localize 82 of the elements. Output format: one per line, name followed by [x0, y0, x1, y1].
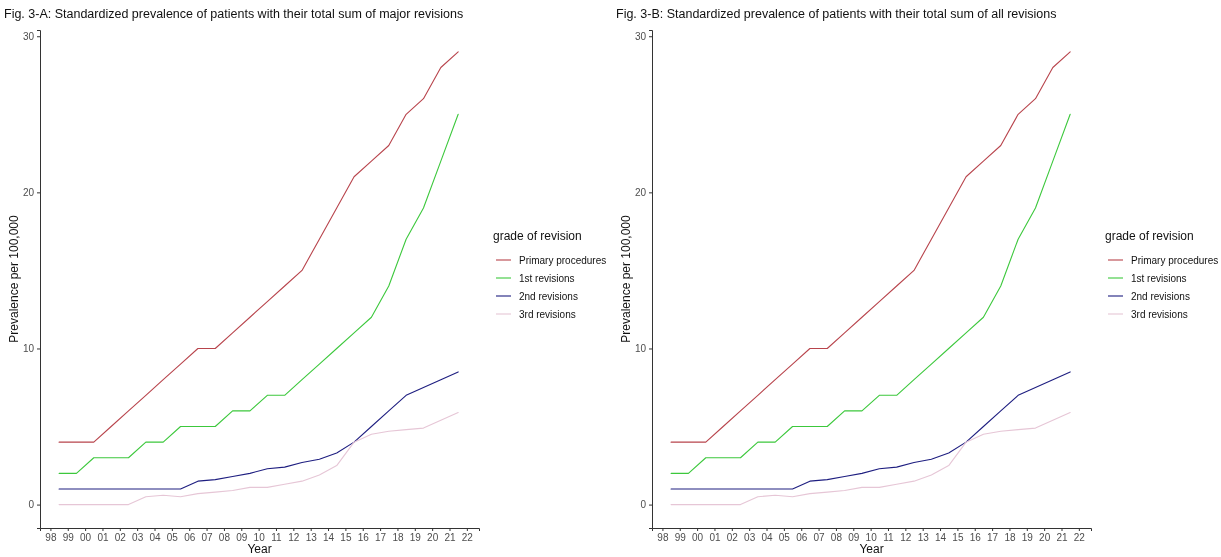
line-series	[670, 371, 1071, 490]
x-tick-label: 20	[427, 532, 439, 544]
x-tick-label: 98	[45, 532, 57, 544]
x-tick-label: 98	[657, 532, 669, 544]
y-tick-label: 10	[22, 343, 35, 355]
x-tick-label: 10	[865, 532, 878, 544]
x-tick-label: 21	[444, 532, 456, 544]
legend-label: Primary procedures	[519, 254, 607, 266]
x-tick-label: 99	[674, 532, 687, 544]
chart-title: Fig. 3-B: Standardized prevalence of patients with their total sum of all revisions	[616, 7, 1057, 21]
legend-title: grade of revision	[493, 229, 582, 243]
legend-label: 2nd revisions	[1131, 290, 1190, 302]
x-tick-label: 13	[305, 532, 318, 544]
y-tick-label: 0	[28, 499, 35, 511]
line-series	[58, 113, 459, 474]
x-tick-label: 18	[392, 532, 404, 544]
x-tick-label: 03	[132, 532, 144, 544]
x-tick-label: 13	[917, 532, 930, 544]
x-tick-label: 16	[357, 532, 370, 544]
line-series	[670, 51, 1071, 443]
y-tick-label: 0	[640, 499, 647, 511]
x-tick-label: 01	[709, 532, 721, 544]
x-tick-label: 06	[796, 532, 808, 544]
x-tick-label: 17	[375, 532, 387, 544]
y-tick-label: 20	[22, 187, 35, 199]
x-tick-label: 99	[62, 532, 75, 544]
y-tick-label: 10	[634, 343, 647, 355]
chart-title: Fig. 3-A: Standardized prevalence of patients with their total sum of major revisions	[4, 7, 464, 21]
x-tick-label: 14	[934, 532, 947, 544]
legend-label: 1st revisions	[1131, 272, 1187, 284]
x-tick-label: 22	[1073, 532, 1086, 544]
x-tick-label: 16	[969, 532, 982, 544]
x-tick-label: 09	[848, 532, 860, 544]
line-series	[58, 371, 459, 490]
line-series	[58, 411, 459, 506]
x-tick-label: 12	[900, 532, 912, 544]
x-tick-label: 19	[1021, 532, 1034, 544]
x-tick-label: 07	[813, 532, 826, 544]
legend-label: Primary procedures	[1131, 254, 1219, 266]
x-tick-label: 04	[149, 532, 162, 544]
x-tick-label: 04	[761, 532, 774, 544]
line-series	[670, 411, 1071, 506]
x-tick-label: 18	[1004, 532, 1016, 544]
y-axis-title: Prevalence per 100,000	[7, 214, 21, 343]
x-tick-label: 09	[236, 532, 248, 544]
x-tick-label: 01	[97, 532, 109, 544]
x-tick-label: 03	[744, 532, 756, 544]
x-tick-label: 19	[409, 532, 422, 544]
legend-title: grade of revision	[1105, 229, 1194, 243]
x-tick-label: 15	[952, 532, 964, 544]
legend-label: 3rd revisions	[1131, 308, 1188, 320]
legend-label: 1st revisions	[519, 272, 575, 284]
x-tick-label: 08	[830, 532, 843, 544]
line-series	[58, 51, 459, 443]
x-tick-label: 22	[461, 532, 474, 544]
x-tick-label: 02	[114, 532, 127, 544]
legend-label: 2nd revisions	[519, 290, 578, 302]
x-tick-label: 14	[322, 532, 335, 544]
x-axis-title: Year	[247, 542, 272, 556]
x-tick-label: 08	[218, 532, 231, 544]
x-tick-label: 21	[1056, 532, 1068, 544]
x-tick-label: 11	[271, 532, 283, 544]
x-tick-label: 15	[340, 532, 352, 544]
x-tick-label: 05	[166, 532, 179, 544]
x-tick-label: 20	[1039, 532, 1051, 544]
y-tick-label: 20	[634, 187, 647, 199]
y-tick-label: 30	[22, 30, 35, 42]
x-tick-label: 00	[692, 532, 704, 544]
y-tick-label: 30	[634, 30, 647, 42]
x-tick-label: 12	[288, 532, 300, 544]
y-axis-title: Prevalence per 100,000	[619, 214, 633, 343]
x-axis-title: Year	[859, 542, 884, 556]
x-tick-label: 05	[778, 532, 791, 544]
x-tick-label: 07	[201, 532, 214, 544]
x-tick-label: 17	[987, 532, 999, 544]
line-series	[670, 113, 1071, 474]
x-tick-label: 00	[80, 532, 92, 544]
x-tick-label: 02	[726, 532, 739, 544]
x-tick-label: 11	[883, 532, 895, 544]
x-tick-label: 06	[184, 532, 196, 544]
legend-label: 3rd revisions	[519, 308, 576, 320]
x-tick-label: 10	[253, 532, 266, 544]
